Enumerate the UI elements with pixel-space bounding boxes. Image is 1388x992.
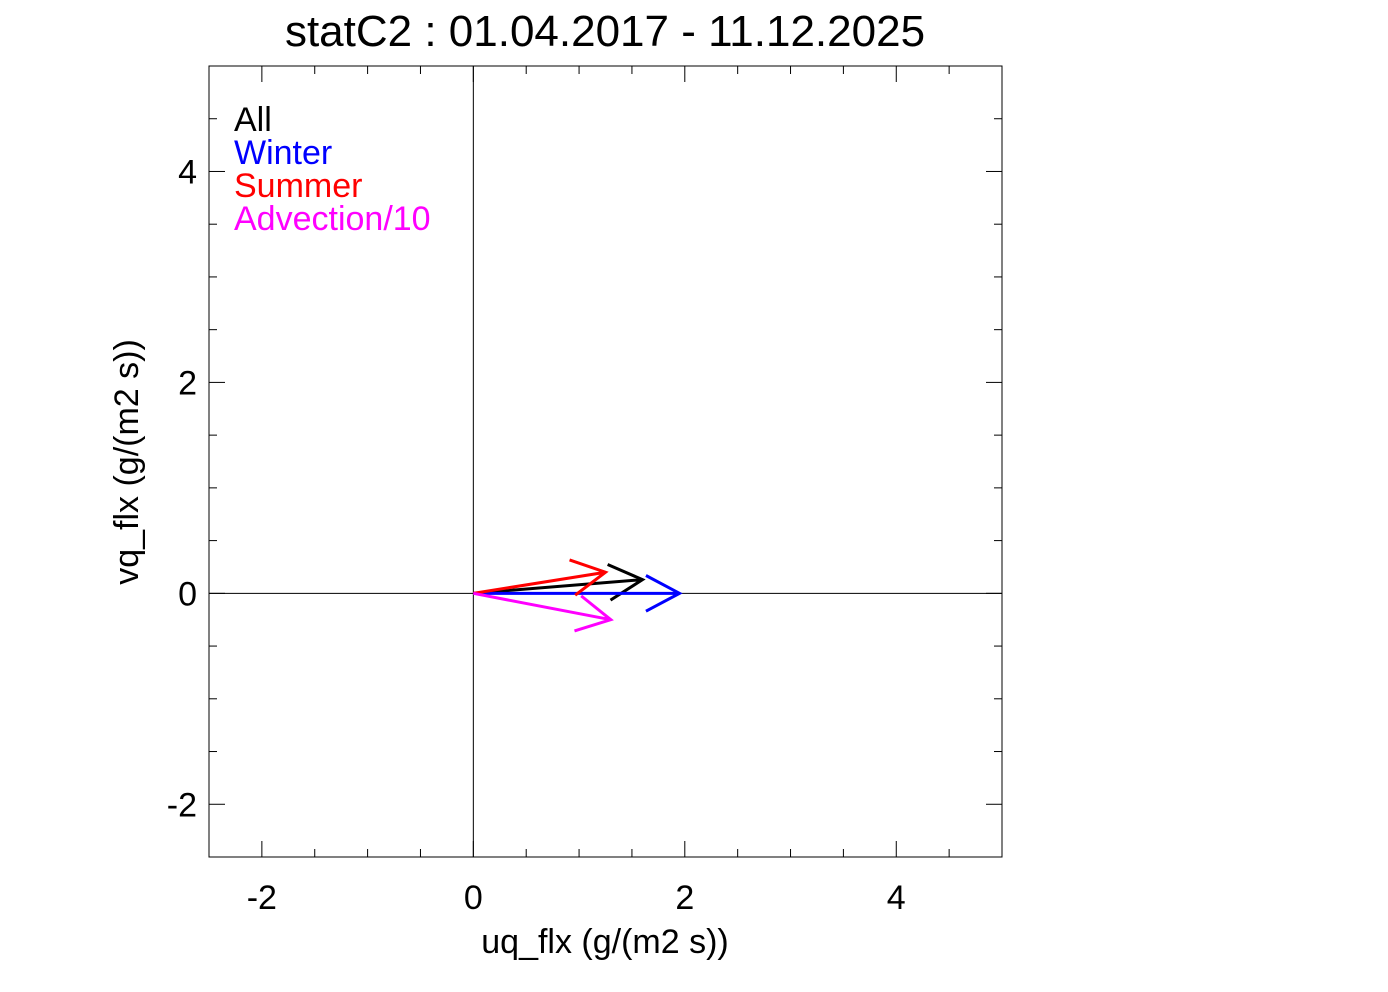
legend-entry: Advection/10: [234, 200, 431, 238]
legend-entry: Winter: [234, 134, 332, 172]
x-axis-label: uq_flx (g/(m2 s)): [481, 923, 729, 961]
y-tick-label: 0: [178, 575, 197, 613]
y-tick-label: 2: [178, 364, 197, 402]
plot-frame: [208, 65, 1003, 858]
y-axis-label: vq_flx (g/(m2 s)): [108, 339, 146, 585]
legend-entry: Summer: [234, 167, 362, 205]
x-tick-label: 4: [887, 879, 906, 917]
legend-entry: All: [234, 101, 272, 139]
x-tick-label: 0: [464, 879, 483, 917]
y-tick-label: -2: [167, 786, 197, 824]
y-tick-label: 4: [178, 153, 197, 191]
x-tick-label: 2: [675, 879, 694, 917]
chart-title: statC2 : 01.04.2017 - 11.12.2025: [285, 7, 925, 56]
x-tick-label: -2: [247, 879, 277, 917]
vector-arrow-summer: [473, 558, 609, 597]
vector-arrow-advection-10: [473, 591, 614, 633]
plot-area: -2 0 2 4 -2 0 2 4: [167, 65, 1003, 917]
